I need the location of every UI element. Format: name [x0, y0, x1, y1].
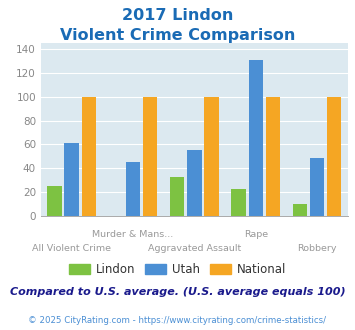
Bar	[293, 204, 307, 216]
Text: 2017 Lindon: 2017 Lindon	[122, 8, 233, 23]
Text: © 2025 CityRating.com - https://www.cityrating.com/crime-statistics/: © 2025 CityRating.com - https://www.city…	[28, 315, 327, 325]
Text: Violent Crime Comparison: Violent Crime Comparison	[60, 28, 295, 43]
Bar	[266, 97, 280, 216]
Bar	[170, 177, 184, 216]
Bar	[82, 97, 96, 216]
Bar	[204, 97, 219, 216]
Bar	[231, 189, 246, 216]
Text: Murder & Mans...: Murder & Mans...	[92, 230, 174, 239]
Text: Robbery: Robbery	[297, 244, 337, 253]
Bar	[187, 150, 202, 216]
Bar	[143, 97, 157, 216]
Bar	[327, 97, 342, 216]
Text: Rape: Rape	[244, 230, 268, 239]
Bar	[310, 158, 324, 216]
Bar	[126, 162, 140, 216]
Text: Compared to U.S. average. (U.S. average equals 100): Compared to U.S. average. (U.S. average …	[10, 287, 345, 297]
Bar	[64, 143, 79, 216]
Legend: Lindon, Utah, National: Lindon, Utah, National	[64, 258, 291, 281]
Bar	[248, 60, 263, 216]
Text: Aggravated Assault: Aggravated Assault	[148, 244, 241, 253]
Text: All Violent Crime: All Violent Crime	[32, 244, 111, 253]
Bar	[47, 186, 61, 216]
